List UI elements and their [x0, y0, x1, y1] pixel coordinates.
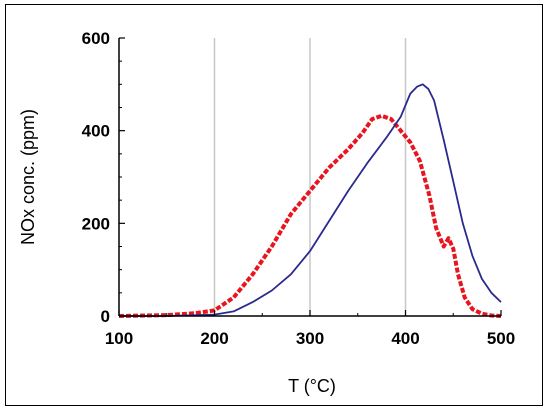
- axes: [118, 37, 502, 317]
- y-tick-label-600: 600: [82, 29, 110, 48]
- x-tick-label-500: 500: [487, 329, 515, 348]
- series-line-1: [118, 113, 502, 318]
- x-tick-labels: 100 200 300 400 500: [105, 329, 515, 348]
- grid-lines: [213, 38, 407, 316]
- x-tick-label-200: 200: [200, 329, 228, 348]
- y-tick-label-0: 0: [101, 307, 110, 326]
- x-tick-label-400: 400: [391, 329, 419, 348]
- y-tick-label-200: 200: [82, 214, 110, 233]
- y-axis-title: NOx conc. (ppm): [18, 109, 38, 245]
- x-tick-label-100: 100: [105, 329, 133, 348]
- y-tick-label-400: 400: [82, 122, 110, 141]
- chart-frame: [5, 4, 543, 406]
- x-axis-title: T (°C): [288, 376, 336, 396]
- series-line-2: [119, 83, 502, 317]
- y-tick-labels: 0 200 400 600: [82, 29, 110, 326]
- series-group: [118, 83, 502, 318]
- x-tick-label-300: 300: [296, 329, 324, 348]
